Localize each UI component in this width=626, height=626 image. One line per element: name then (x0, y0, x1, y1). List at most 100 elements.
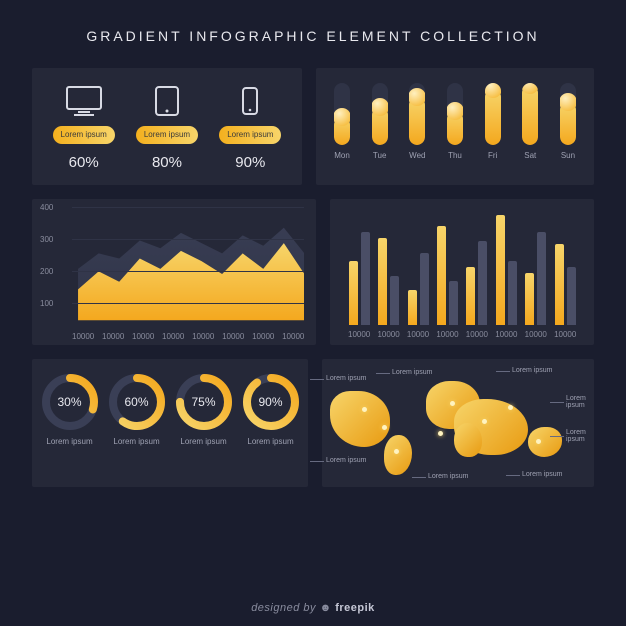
bar-group (466, 209, 487, 325)
donut-label: Lorem ipsum (180, 437, 226, 446)
weekly-bars-panel: Mon Tue Wed Thu Fri (316, 68, 594, 185)
bar-group (378, 209, 399, 325)
bar-secondary (361, 232, 370, 325)
weekday-bar: Wed (405, 83, 429, 160)
freepik-logo-icon: ☻ (320, 602, 336, 614)
y-gridline: 200 (72, 271, 304, 272)
donut-chart: 30% Lorem ipsum (41, 373, 99, 473)
y-tick-label: 200 (40, 267, 53, 276)
map-region (454, 423, 482, 457)
bar-knob-icon (334, 108, 350, 126)
weekday-label: Mon (334, 151, 350, 160)
bar-group (555, 209, 576, 325)
tablet-icon (146, 84, 188, 118)
x-tick-label: 10000 (252, 332, 274, 341)
bar-track (447, 83, 463, 145)
bar-primary (525, 273, 534, 325)
map-marker-icon (382, 425, 387, 430)
donut-percent: 75% (191, 395, 215, 409)
map-callout-label: Lorem ipsum (512, 367, 552, 374)
donut-percent: 30% (57, 395, 81, 409)
donut-chart: 90% Lorem ipsum (242, 373, 300, 473)
bar-primary (437, 226, 446, 325)
device-stat: Lorem ipsum 60% (53, 84, 115, 171)
area-chart-panel: 400300200100 100001000010000100001000010… (32, 199, 316, 345)
bar-primary (349, 261, 358, 325)
phone-icon (229, 84, 271, 118)
donut-label: Lorem ipsum (113, 437, 159, 446)
x-tick-label: 10000 (132, 332, 154, 341)
device-percent: 60% (69, 154, 99, 171)
device-stat: Lorem ipsum 80% (136, 84, 198, 171)
map-marker-icon (362, 407, 367, 412)
map-callout-label: Lorem ipsum (392, 369, 432, 376)
x-tick-label: 10000 (192, 332, 214, 341)
map-marker-icon (508, 405, 513, 410)
map-callout-label: Lorem ipsum (522, 471, 562, 478)
device-stats-panel: Lorem ipsum 60% Lorem ipsum 80% Lorem ip… (32, 68, 302, 185)
y-tick-label: 300 (40, 235, 53, 244)
weekday-label: Thu (448, 151, 462, 160)
device-label-pill: Lorem ipsum (53, 126, 115, 144)
weekday-bar: Mon (330, 83, 354, 160)
map-marker-icon (482, 419, 487, 424)
map-marker-icon (450, 401, 455, 406)
weekday-label: Sun (561, 151, 575, 160)
credit-line: designed by ☻ freepik (0, 602, 626, 614)
world-map-panel: Lorem ipsum Lorem ipsum Lorem ipsum Lorem i… (322, 359, 594, 487)
x-tick-label: 10000 (525, 330, 547, 339)
donut-chart: 60% Lorem ipsum (108, 373, 166, 473)
weekday-label: Wed (409, 151, 425, 160)
weekday-label: Tue (373, 151, 387, 160)
page-title: GRADIENT INFOGRAPHIC ELEMENT COLLECTION (0, 0, 626, 68)
bar-secondary (449, 281, 458, 325)
map-callout-label: Lorem ipsum (428, 473, 468, 480)
x-tick-label: 10000 (466, 330, 488, 339)
y-gridline: 300 (72, 239, 304, 240)
bar-primary (408, 290, 417, 325)
bar-primary (496, 215, 505, 325)
weekday-label: Sat (524, 151, 536, 160)
device-label-pill: Lorem ipsum (219, 126, 281, 144)
bar-knob-icon (372, 98, 388, 116)
map-marker-icon (394, 449, 399, 454)
device-stat: Lorem ipsum 90% (219, 84, 281, 171)
map-region (330, 391, 390, 447)
bar-primary (378, 238, 387, 325)
monitor-icon (63, 84, 105, 118)
y-tick-label: 100 (40, 299, 53, 308)
bar-knob-icon (485, 83, 501, 98)
bar-group (349, 209, 370, 325)
bar-group (525, 209, 546, 325)
donut-chart: 75% Lorem ipsum (175, 373, 233, 473)
map-region (384, 435, 412, 475)
x-tick-label: 10000 (102, 332, 124, 341)
bar-track (522, 83, 538, 145)
map-callout-label: Lorem ipsum (566, 429, 594, 443)
weekday-bar: Sat (518, 83, 542, 160)
bar-knob-icon (409, 88, 425, 106)
bar-primary (466, 267, 475, 325)
weekday-label: Fri (488, 151, 497, 160)
weekday-bar: Tue (368, 83, 392, 160)
bar-secondary (537, 232, 546, 325)
donut-label: Lorem ipsum (247, 437, 293, 446)
map-marker-icon (536, 439, 541, 444)
credit-brand: freepik (335, 602, 375, 614)
bar-knob-icon (560, 93, 576, 111)
map-callout-label: Lorem ipsum (566, 395, 594, 409)
credit-prefix: designed by (251, 602, 319, 614)
bar-track (485, 83, 501, 145)
bar-track (372, 83, 388, 145)
bar-secondary (567, 267, 576, 325)
bar-secondary (390, 276, 399, 325)
bar-secondary (478, 241, 487, 325)
bar-fill (522, 85, 538, 145)
x-tick-label: 10000 (495, 330, 517, 339)
x-tick-label: 10000 (554, 330, 576, 339)
device-label-pill: Lorem ipsum (136, 126, 198, 144)
y-gridline: 400 (72, 207, 304, 208)
grouped-bar-chart-panel: 1000010000100001000010000100001000010000 (330, 199, 594, 345)
bar-group (496, 209, 517, 325)
map-marker-icon (438, 431, 443, 436)
